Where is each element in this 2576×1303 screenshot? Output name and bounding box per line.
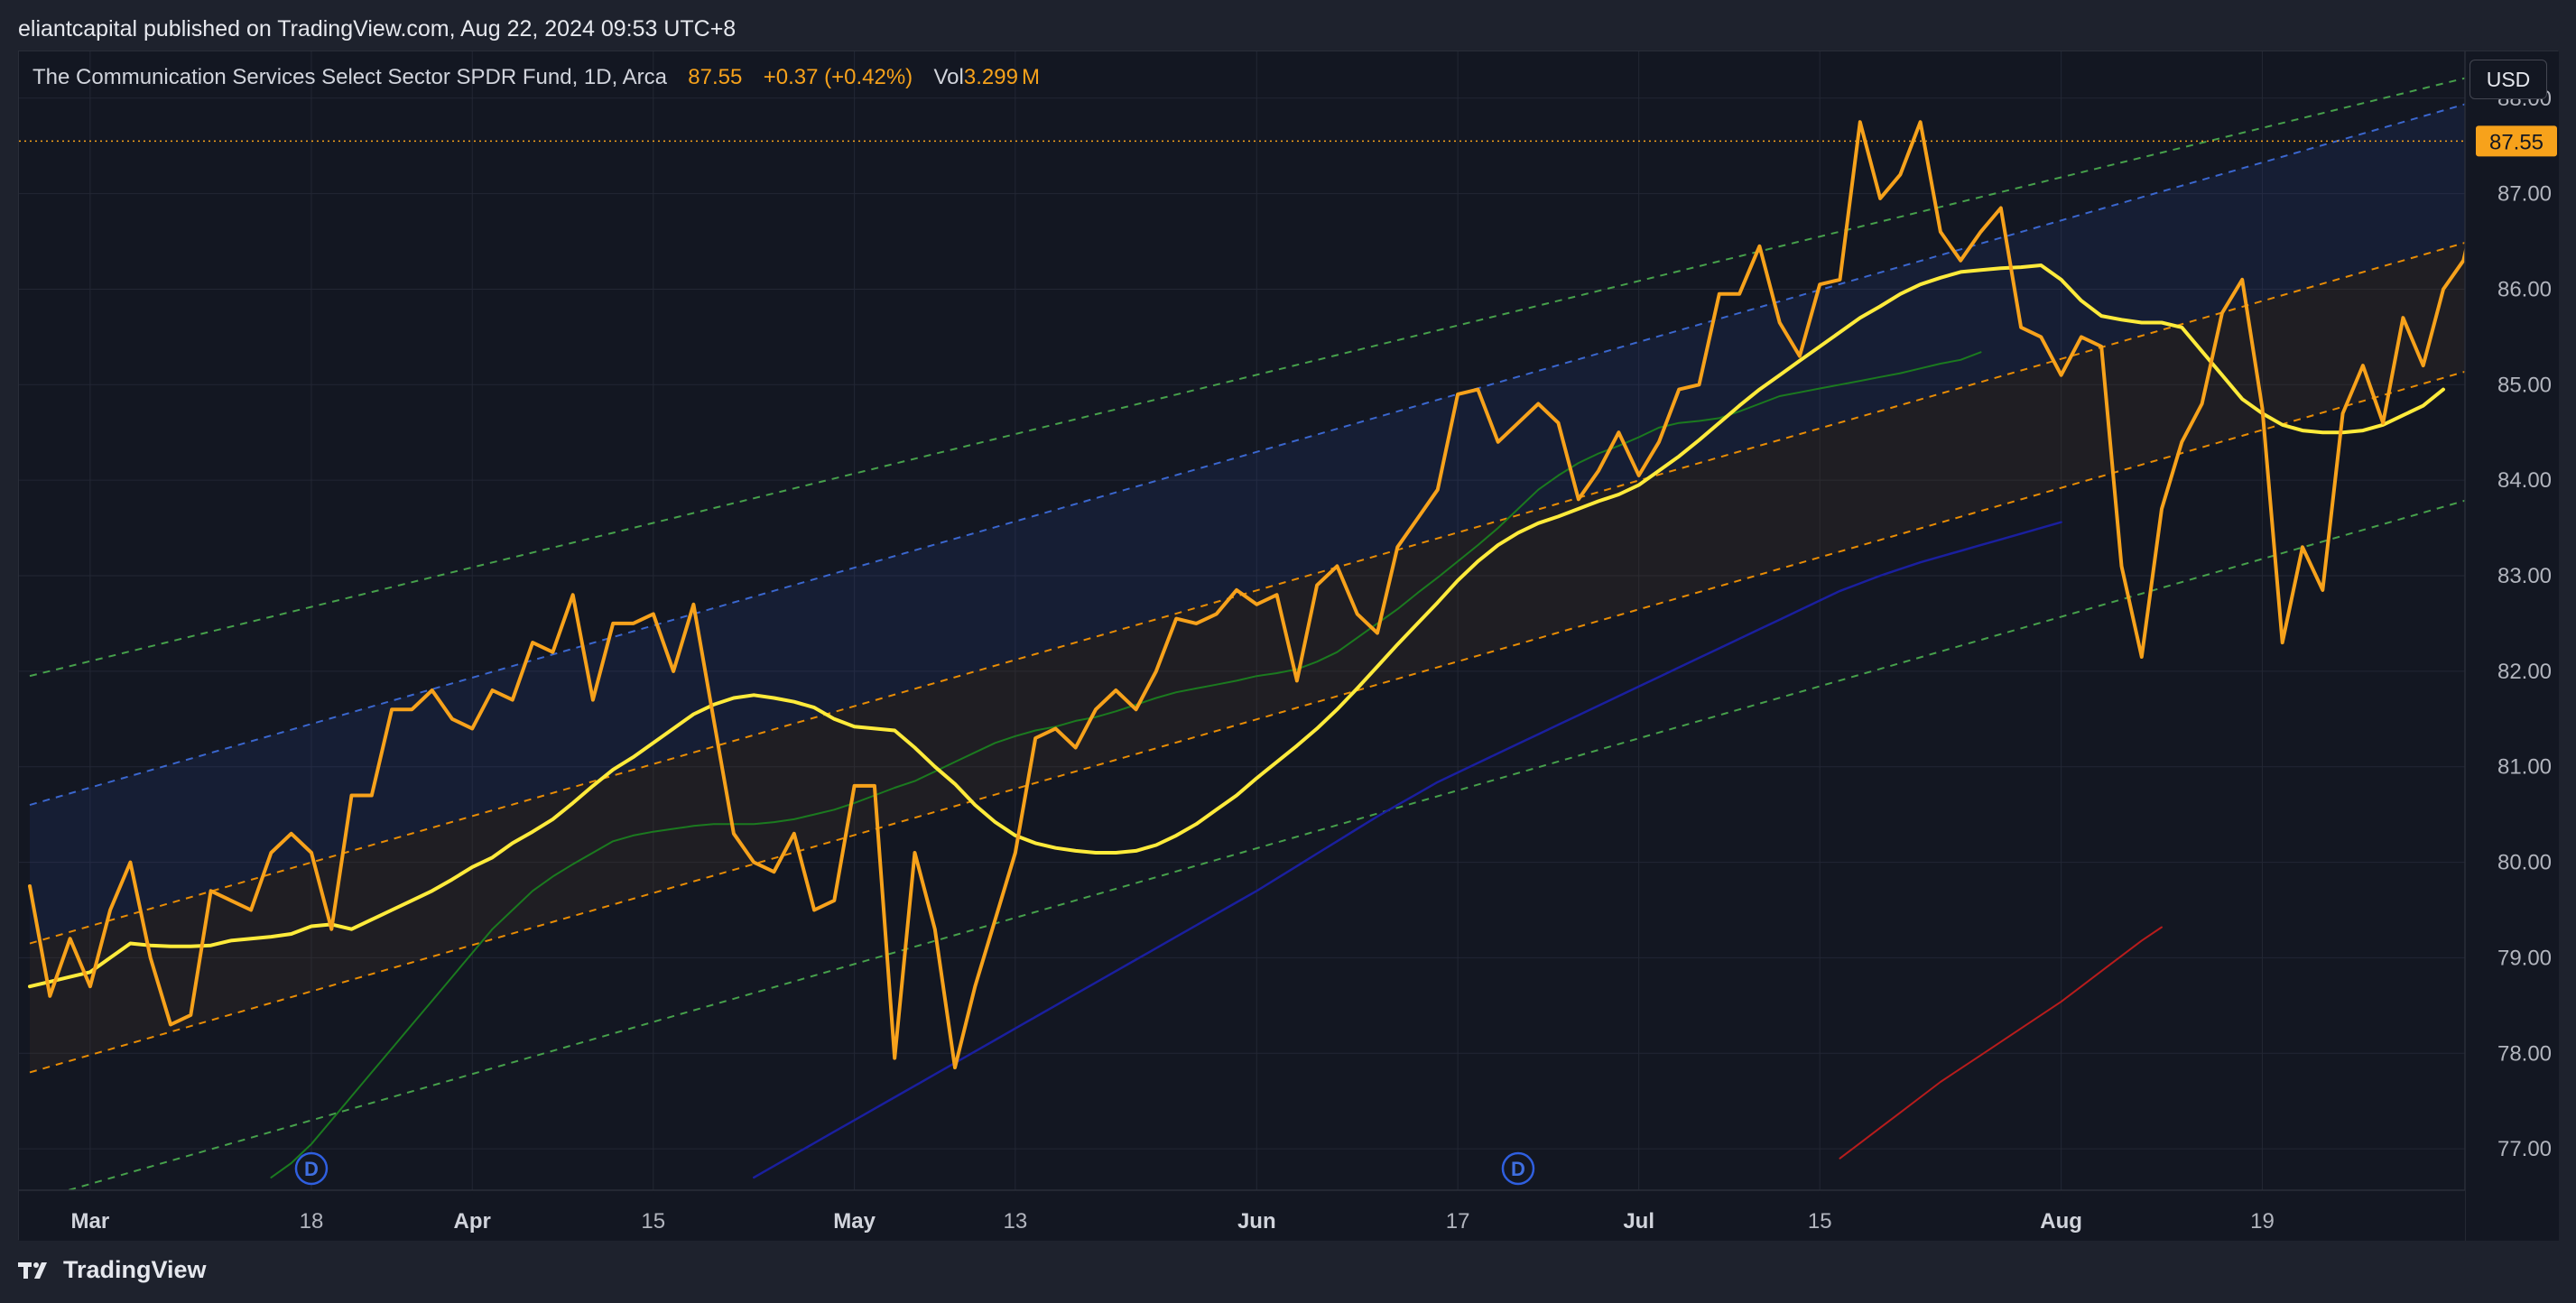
channel-fill-middle xyxy=(30,242,2465,1073)
time-tick-label: Jul xyxy=(1623,1209,1654,1234)
series-sma-mid xyxy=(270,351,1982,1178)
price-change: +0.37 (+0.42%) xyxy=(763,65,913,89)
last-price-tag-label: 87.55 xyxy=(2489,130,2544,154)
channel-line-mid_lower xyxy=(29,370,2466,1074)
time-tick-label: Mar xyxy=(71,1209,110,1234)
volume-value: 3.299 xyxy=(963,65,1018,89)
time-tick-label: 19 xyxy=(2250,1209,2275,1234)
price-tick-label: 85.00 xyxy=(2497,373,2552,397)
price-axis-panel xyxy=(2465,51,2559,1241)
time-tick-label: Aug xyxy=(2040,1209,2082,1234)
price-tick-label: 82.00 xyxy=(2497,660,2552,684)
channel-line-mid_upper xyxy=(29,242,2466,945)
series-sma-fast xyxy=(28,263,2445,989)
price-tick-label: 86.00 xyxy=(2497,277,2552,301)
price-tick-label: 87.00 xyxy=(2497,182,2552,207)
price-tick-label: 78.00 xyxy=(2497,1041,2552,1066)
symbol-legend: The Communication Services Select Sector… xyxy=(32,65,1040,90)
last-price-tag xyxy=(2476,125,2557,157)
time-tick-label: May xyxy=(833,1209,876,1234)
footer-brand: TradingView xyxy=(63,1256,207,1283)
price-tick-label: 81.00 xyxy=(2497,755,2552,780)
time-tick-label: 13 xyxy=(1004,1209,1028,1234)
price-chart[interactable]: 77.00 78.00 79.00 80.00 81.00 82.00 83.00 84.00… xyxy=(19,51,2559,1241)
time-tick-label: 17 xyxy=(1446,1209,1470,1234)
channel-line-lower xyxy=(29,499,2466,1203)
channel-line-upper xyxy=(29,103,2466,807)
chart-frame[interactable]: 77.00 78.00 79.00 80.00 81.00 82.00 83.00 84.00… xyxy=(18,51,2559,1241)
channel-line-upper_outer xyxy=(29,77,2466,678)
symbol-name[interactable]: The Communication Services Select Sector… xyxy=(32,65,667,89)
series-price xyxy=(28,120,2526,1070)
volume-label: Vol xyxy=(933,65,964,89)
last-price: 87.55 xyxy=(688,65,743,89)
price-tick-label: 77.00 xyxy=(2497,1137,2552,1161)
tradingview-logo-icon xyxy=(18,1261,47,1279)
time-tick-label: 15 xyxy=(641,1209,665,1234)
series-sma-long xyxy=(1839,926,2163,1160)
time-tick-label: 18 xyxy=(300,1209,324,1234)
dividend-marker[interactable] xyxy=(294,1151,329,1186)
series-sma-slow xyxy=(752,521,2062,1179)
dividend-marker-label: D xyxy=(304,1158,319,1180)
time-tick-label: Apr xyxy=(454,1209,491,1234)
price-tick-label: 83.00 xyxy=(2497,564,2552,588)
price-tick-label: 80.00 xyxy=(2497,851,2552,875)
time-tick-label: Jun xyxy=(1237,1209,1276,1234)
time-tick-label: 15 xyxy=(1808,1209,1832,1234)
tradingview-footer[interactable]: TradingView xyxy=(18,1256,207,1284)
price-tick-label: 84.00 xyxy=(2497,468,2552,493)
volume-unit: M xyxy=(1021,65,1040,89)
published-line: eliantcapital published on TradingView.c… xyxy=(18,16,737,42)
currency-button[interactable]: USD xyxy=(2469,60,2547,99)
price-tick-label: 79.00 xyxy=(2497,946,2552,970)
time-axis-panel xyxy=(19,1190,2465,1241)
channel-fill-upper xyxy=(30,104,2465,944)
dividend-marker[interactable] xyxy=(1501,1151,1535,1186)
dividend-marker-label: D xyxy=(1511,1158,1525,1180)
